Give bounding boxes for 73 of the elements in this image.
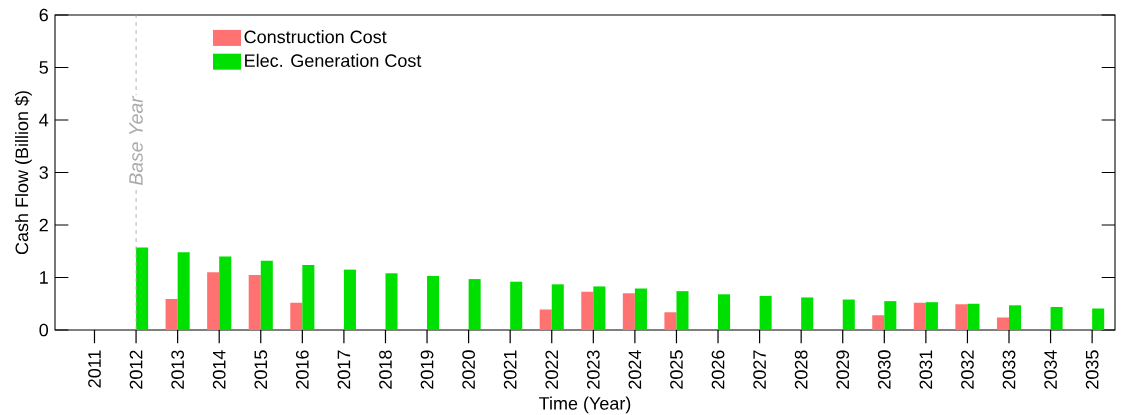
x-tick-label: 2016	[295, 350, 309, 389]
bar	[539, 309, 552, 330]
bar	[884, 301, 897, 330]
legend-label: Elec. Generation Cost	[245, 53, 422, 68]
bar	[165, 299, 178, 330]
bar	[385, 273, 398, 330]
bar	[634, 288, 647, 330]
bar	[842, 299, 855, 330]
y-tick-label: 2	[39, 218, 48, 232]
x-axis-title: Time (Year)	[539, 396, 631, 414]
bar	[302, 264, 315, 330]
x-tick-label: 2012	[129, 350, 143, 389]
bar	[913, 302, 926, 330]
y-tick-label: 5	[39, 61, 48, 74]
bar	[290, 302, 303, 330]
x-tick-label: 2029	[836, 350, 850, 389]
bar	[1092, 308, 1105, 330]
x-tick-label: 2025	[670, 350, 683, 389]
bar	[925, 302, 938, 330]
x-tick-label: 2030	[877, 350, 891, 389]
x-tick-label: 2031	[919, 350, 933, 389]
legend-label: Construction Cost	[244, 30, 387, 44]
bar	[801, 297, 814, 330]
bar	[260, 260, 273, 330]
x-tick-label: 2021	[503, 350, 517, 389]
y-tick-label: 1	[40, 271, 48, 284]
bar	[967, 303, 980, 330]
x-tick-label: 2033	[1002, 350, 1016, 389]
ref-line-label: Base Year	[129, 95, 143, 186]
bar	[996, 317, 1010, 330]
bar	[581, 291, 594, 330]
x-tick-label: 2011	[88, 350, 101, 388]
bar	[427, 275, 440, 330]
bar	[759, 295, 772, 330]
x-tick-label: 2020	[462, 350, 475, 389]
bar	[219, 256, 232, 330]
x-tick-label: 2027	[753, 350, 766, 389]
x-tick-label: 2015	[254, 350, 268, 389]
bar	[248, 274, 261, 330]
x-tick-label: 2035	[1085, 350, 1099, 389]
x-tick-label: 2023	[586, 350, 600, 389]
x-tick-label: 2019	[420, 350, 434, 389]
x-tick-label: 2024	[628, 350, 642, 389]
bar	[551, 284, 564, 330]
y-axis-title: Cash Flow (Billion $)	[14, 91, 32, 255]
x-tick-label: 2022	[545, 350, 559, 389]
y-tick-label: 0	[39, 323, 49, 337]
bar	[872, 315, 885, 330]
bar	[1050, 306, 1063, 330]
bar	[177, 252, 190, 330]
bar	[718, 294, 731, 330]
y-tick-label: 6	[39, 8, 48, 22]
bar	[510, 281, 523, 330]
x-tick-label: 2032	[961, 350, 974, 389]
bar	[468, 279, 481, 330]
x-tick-label: 2013	[171, 350, 184, 389]
bar	[955, 304, 968, 330]
bar	[593, 286, 606, 330]
x-tick-label: 2014	[212, 350, 226, 389]
x-tick-label: 2028	[794, 350, 808, 389]
bar	[1009, 305, 1022, 330]
bar	[664, 312, 677, 330]
bar	[207, 272, 220, 330]
bar	[136, 247, 149, 330]
x-tick-label: 2034	[1044, 350, 1057, 389]
y-tick-label: 3	[39, 166, 48, 179]
bar	[622, 293, 635, 330]
x-tick-label: 2018	[379, 350, 392, 389]
y-tick-label: 4	[39, 113, 49, 127]
x-tick-label: 2026	[711, 350, 725, 389]
bar	[676, 291, 689, 330]
bar	[343, 269, 356, 330]
x-tick-label: 2017	[337, 350, 351, 389]
